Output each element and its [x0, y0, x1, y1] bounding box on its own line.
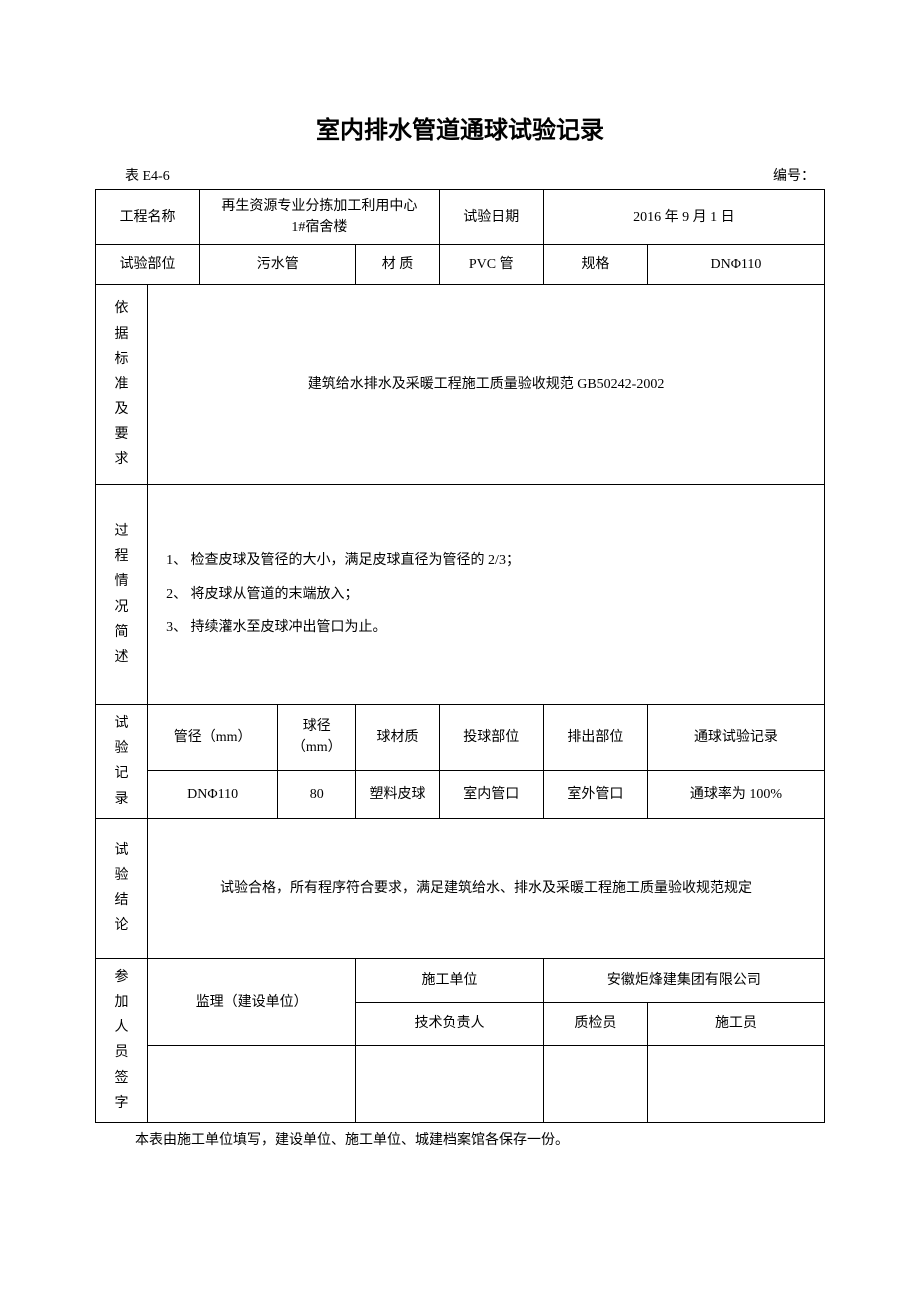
val-in-pos: 室内管口 — [439, 770, 543, 818]
supervisor-sign — [148, 1046, 356, 1123]
builder-label: 施工员 — [647, 1002, 824, 1046]
standard-text: 建筑给水排水及采暖工程施工质量验收规范 GB50242-2002 — [148, 285, 825, 485]
spec-label: 规格 — [543, 245, 647, 285]
tech-lead-sign — [356, 1046, 543, 1123]
signature-label: 参 加 人 员 签 字 — [96, 958, 148, 1122]
process-label: 过 程 情 况 简 述 — [96, 485, 148, 705]
val-ball-mat: 塑料皮球 — [356, 770, 439, 818]
footnote: 本表由施工单位填写，建设单位、施工单位、城建档案馆各保存一份。 — [95, 1129, 825, 1149]
val-result: 通球率为 100% — [647, 770, 824, 818]
process-text: 1、 检查皮球及管径的大小，满足皮球直径为管径的 2/3； 2、 将皮球从管道的… — [148, 485, 825, 705]
material-label: 材 质 — [356, 245, 439, 285]
col-pipe-dia: 管径（mm） — [148, 705, 278, 771]
position-value: 污水管 — [200, 245, 356, 285]
col-result: 通球试验记录 — [647, 705, 824, 771]
construction-unit-label: 施工单位 — [356, 958, 543, 1002]
tech-lead-label: 技术负责人 — [356, 1002, 543, 1046]
qc-sign — [543, 1046, 647, 1123]
date-value: 2016 年 9 月 1 日 — [543, 190, 824, 245]
col-ball-dia: 球径（mm） — [278, 705, 356, 771]
qc-label: 质检员 — [543, 1002, 647, 1046]
record-label: 试 验 记 录 — [96, 705, 148, 819]
date-label: 试验日期 — [439, 190, 543, 245]
construction-unit-value: 安徽炬烽建集团有限公司 — [543, 958, 824, 1002]
project-label: 工程名称 — [96, 190, 200, 245]
col-out-pos: 排出部位 — [543, 705, 647, 771]
position-label: 试验部位 — [96, 245, 200, 285]
conclusion-text: 试验合格，所有程序符合要求，满足建筑给水、排水及采暖工程施工质量验收规范规定 — [148, 818, 825, 958]
builder-sign — [647, 1046, 824, 1123]
material-value: PVC 管 — [439, 245, 543, 285]
serial-number-label: 编号： — [773, 165, 815, 185]
standard-label: 依 据 标 准 及 要 求 — [96, 285, 148, 485]
conclusion-label: 试 验 结 论 — [96, 818, 148, 958]
val-ball-dia: 80 — [278, 770, 356, 818]
supervisor-label: 监理（建设单位） — [148, 958, 356, 1046]
spec-value: DNΦ110 — [647, 245, 824, 285]
main-table: 工程名称 再生资源专业分拣加工利用中心 1#宿舍楼 试验日期 2016 年 9 … — [95, 189, 825, 1123]
val-pipe-dia: DNΦ110 — [148, 770, 278, 818]
val-out-pos: 室外管口 — [543, 770, 647, 818]
table-number: 表 E4-6 — [125, 165, 170, 185]
project-name: 再生资源专业分拣加工利用中心 1#宿舍楼 — [200, 190, 440, 245]
col-in-pos: 投球部位 — [439, 705, 543, 771]
col-ball-mat: 球材质 — [356, 705, 439, 771]
document-title: 室内排水管道通球试验记录 — [95, 110, 825, 145]
